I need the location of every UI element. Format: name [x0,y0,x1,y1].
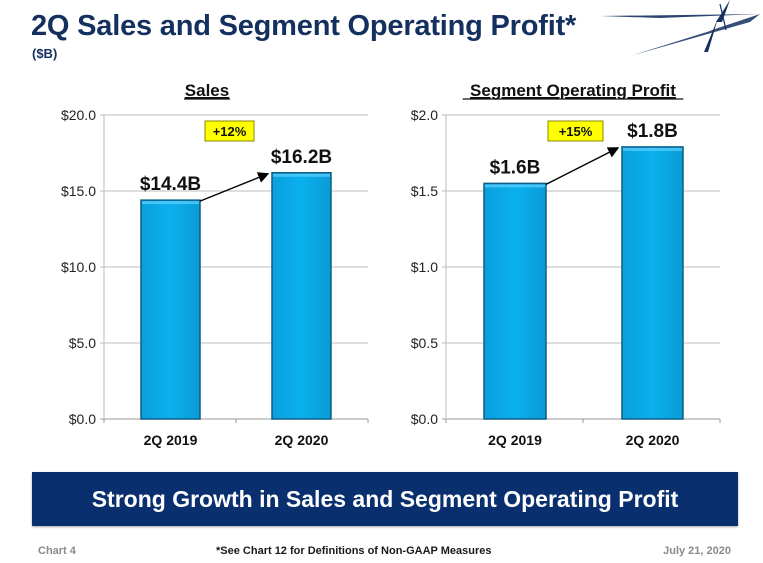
x-tick-label: 2Q 2019 [144,432,198,448]
banner-text: Strong Growth in Sales and Segment Opera… [91,485,679,512]
bar-highlight [623,147,682,151]
x-tick-label: 2Q 2020 [275,432,329,448]
key-message-banner: Strong Growth in Sales and Segment Opera… [32,472,738,526]
growth-callout [204,120,255,142]
y-tick-label: $15.0 [61,183,96,199]
growth-callout [547,120,604,142]
y-tick-label: $10.0 [61,259,96,275]
data-label: $14.4B [140,174,201,195]
date: July 21, 2020 [663,545,731,557]
growth-callout-label: +15% [559,124,593,139]
y-tick-label: $1.0 [411,259,438,275]
bar-highlight [273,173,330,177]
x-tick-label: 2Q 2019 [488,432,542,448]
bar-2q-2020 [621,146,684,420]
data-label: $1.8B [627,121,678,142]
growth-arrow [199,172,270,202]
y-tick-label: $0.0 [411,411,438,427]
chart-title: Sales [185,81,229,100]
units-subtitle: ($B) [32,46,58,61]
growth-callout-label: +12% [213,124,247,139]
chart-number: Chart 4 [38,545,76,557]
bar-highlight [485,184,545,188]
y-tick-label: $1.5 [411,183,438,199]
bar-2q-2020 [271,172,332,420]
footnote: *See Chart 12 for Definitions of Non-GAA… [216,545,492,557]
y-tick-label: $5.0 [69,335,96,351]
x-tick-label: 2Q 2020 [626,432,680,448]
bar-2q-2019 [140,199,201,420]
data-label: $1.6B [490,157,541,178]
chart-title: Segment Operating Profit [470,81,676,100]
y-tick-label: $2.0 [411,107,438,123]
star-logo-icon [600,0,760,56]
page-title: 2Q Sales and Segment Operating Profit* [31,10,577,42]
growth-arrow [545,147,620,186]
y-tick-label: $0.0 [69,411,96,427]
y-tick-label: $20.0 [61,107,96,123]
bar-2q-2019 [483,182,547,420]
y-tick-label: $0.5 [411,335,438,351]
data-label: $16.2B [271,147,332,168]
bar-highlight [142,201,199,205]
